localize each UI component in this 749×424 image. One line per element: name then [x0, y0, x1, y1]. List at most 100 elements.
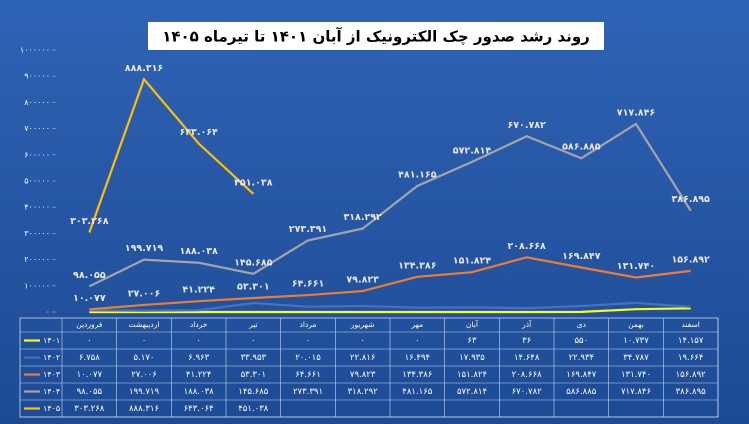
table-cell: ۱۴.۱۵۷ [678, 336, 704, 346]
y-tick-label: ۱۰۰۰۰۰۰ [20, 46, 50, 55]
data-label: ۲۷.۰۰۶ [128, 288, 161, 299]
table-cell: ۱۴۵.۶۸۵ [238, 387, 269, 397]
table-cell: ۱۶.۴۹۴ [405, 353, 431, 363]
table-cell: ۵۸۶.۸۸۵ [566, 387, 597, 397]
table-cell: ۰ [142, 336, 147, 346]
data-label: ۵۳.۳۰۱ [237, 282, 270, 293]
legend-label: ۱۴۰۲ [43, 353, 60, 362]
table-cell: ۰ [87, 336, 92, 346]
series-line [89, 307, 691, 314]
table-cell: ۳۳.۹۵۳ [241, 353, 267, 363]
data-label: ۲۰۸.۶۶۸ [507, 241, 546, 252]
table-cell: ۵۵۰ [574, 336, 588, 346]
x-tick-label: بهمن [628, 320, 644, 329]
x-tick-label: فروردین [76, 320, 103, 329]
table-cell: ۵۳.۳۰۱ [241, 370, 267, 380]
y-tick-label: ۷۰۰۰۰۰ [24, 124, 50, 133]
y-tick-label: ۵۰۰۰۰۰ [24, 177, 50, 186]
x-tick-label: مرداد [300, 320, 317, 329]
x-tick-label: شهریور [350, 320, 374, 329]
y-tick-label: ۴۰۰۰۰۰ [24, 203, 50, 212]
table-cell: ۳۰۳.۲۶۸ [74, 404, 105, 414]
table-cell: ۰ [251, 336, 256, 346]
y-tick-label: ۰ [46, 308, 50, 317]
y-tick-label: ۶۰۰۰۰۰ [24, 150, 50, 159]
data-label: ۸۸۸.۳۱۶ [125, 63, 163, 74]
x-tick-label: دی [577, 320, 586, 329]
table-cell: ۱۰.۷۳۷ [623, 336, 649, 346]
y-tick-label: ۱۰۰۰۰۰ [24, 281, 50, 290]
data-label: ۶۷۰.۷۸۲ [507, 120, 546, 131]
table-cell: ۰ [360, 336, 365, 346]
chart-title: روند رشد صدور چک الکترونیک از آبان ۱۴۰۱ … [162, 28, 590, 47]
table-cell: ۵.۱۷۰ [134, 353, 155, 363]
table-cell: ۱۳۴.۳۸۶ [402, 370, 432, 380]
data-label: ۴۸۱.۱۶۵ [398, 169, 437, 180]
legend-label: ۱۴۰۱ [43, 336, 60, 345]
table-cell: ۲۰.۰۱۵ [295, 353, 321, 363]
x-tick-label: تیر [248, 320, 258, 329]
series-line [88, 122, 692, 288]
table-cell: ۱۶۹.۸۴۷ [566, 370, 597, 380]
table-cell: ۱۹.۶۶۴ [678, 353, 704, 363]
data-label: ۱۸۸.۰۳۸ [179, 246, 218, 257]
table-cell: ۵۷۲.۸۱۴ [457, 387, 487, 397]
table-cell: ۰ [196, 336, 201, 346]
table-cell: ۲۲.۸۱۶ [350, 353, 376, 363]
series-line [88, 77, 255, 233]
x-tick-label: خرداد [190, 320, 208, 329]
table-cell: ۳۱۸.۲۹۲ [348, 387, 379, 397]
table-cell: ۶۴۳.۰۶۴ [184, 404, 214, 414]
data-label: ۳۸۶.۸۹۵ [671, 194, 710, 205]
data-label: ۱۵۱.۸۲۴ [453, 256, 492, 267]
y-tick-label: ۹۰۰۰۰۰ [24, 72, 50, 81]
data-label: ۱۹۹.۷۱۹ [125, 243, 164, 254]
data-label: ۲۷۳.۳۹۱ [289, 224, 327, 235]
table-cell: ۴۵۱.۰۳۸ [238, 404, 269, 414]
data-label: ۷۹.۸۲۳ [346, 275, 379, 286]
data-label: ۱۶۹.۸۴۷ [562, 251, 601, 262]
data-label: ۴۵۱.۰۳۸ [234, 177, 273, 188]
y-tick-label: ۸۰۰۰۰۰ [24, 98, 50, 107]
table-cell: ۴۱.۲۲۴ [186, 370, 212, 380]
data-label: ۱۳۱.۷۴۰ [617, 261, 655, 272]
data-label: ۶۴.۶۶۱ [292, 279, 325, 290]
data-label: ۵۸۶.۸۸۵ [562, 142, 601, 153]
table-cell: ۳۶ [522, 336, 531, 346]
y-tick-label: ۳۰۰۰۰۰ [24, 229, 50, 238]
data-label: ۹۸.۰۵۵ [73, 270, 106, 281]
data-label: ۶۴۳.۰۶۴ [179, 127, 218, 138]
legend-label: ۱۴۰۴ [43, 387, 60, 396]
table-cell: ۷۹.۸۲۳ [350, 370, 376, 380]
x-tick-label: اردیبهشت [129, 320, 160, 329]
data-label: ۱۴۵.۶۸۵ [234, 257, 273, 268]
table-cell: ۶.۹۶۳ [188, 353, 209, 363]
data-label: ۱۰.۰۷۷ [73, 293, 106, 304]
x-tick-label: آبان [466, 319, 479, 329]
table-cell: ۹۸.۰۵۵ [77, 387, 103, 397]
data-label: ۱۳۴.۳۸۶ [398, 260, 436, 271]
legend-label: ۱۴۰۳ [43, 370, 61, 379]
table-cell: ۱۵۶.۸۹۲ [676, 370, 707, 380]
x-tick-label: آذر [521, 319, 532, 329]
table-cell: ۳۸۶.۸۹۵ [676, 387, 707, 397]
data-label: ۳۱۸.۲۹۲ [343, 212, 382, 223]
table-cell: ۱۸۸.۰۳۸ [184, 387, 215, 397]
table-cell: ۳۴.۷۸۷ [623, 353, 649, 363]
table-cell: ۱۴.۶۴۸ [514, 353, 540, 363]
data-label: ۷۱۷.۸۴۶ [617, 107, 655, 118]
y-tick-label: ۲۰۰۰۰۰ [24, 255, 50, 264]
table-cell: ۱۳۱.۷۴۰ [621, 370, 651, 380]
table-cell: ۶.۷۵۸ [79, 353, 100, 363]
x-tick-label: مهر [411, 320, 424, 329]
table-cell: ۶۷۰.۷۸۲ [512, 387, 543, 397]
x-tick-label: اسفند [681, 320, 699, 329]
table-cell: ۱۹۹.۷۱۹ [129, 387, 160, 397]
table-cell: ۱۷.۹۳۵ [459, 353, 485, 363]
table-cell: ۰ [415, 336, 420, 346]
table-cell: ۲۷.۰۰۶ [131, 370, 157, 380]
table-cell: ۱۰.۰۷۷ [77, 370, 103, 380]
table-cell: ۱۵۱.۸۲۴ [457, 370, 487, 380]
